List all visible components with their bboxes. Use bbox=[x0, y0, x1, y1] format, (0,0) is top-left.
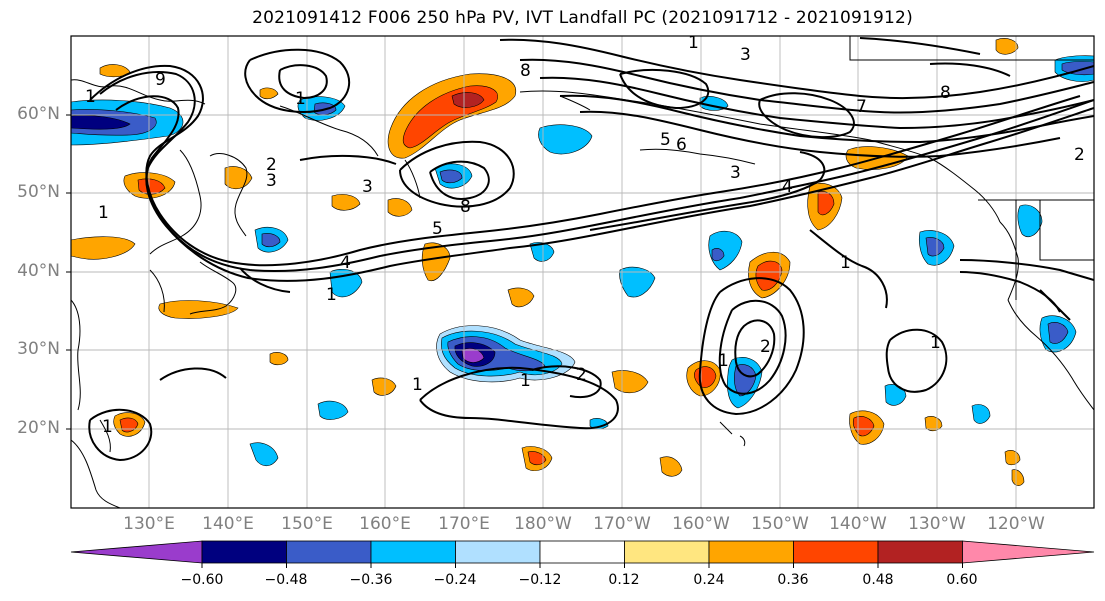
contour-label: 1 bbox=[718, 351, 729, 371]
colorbar-tick-label: 0.60 bbox=[946, 572, 978, 588]
contour-label: 8 bbox=[460, 197, 471, 217]
contour-label: 1 bbox=[326, 285, 337, 305]
colorbar-segment bbox=[624, 540, 710, 564]
contour-label: 1 bbox=[102, 417, 113, 437]
colorbar-segment bbox=[370, 540, 456, 564]
contour-label: 8 bbox=[520, 61, 531, 81]
contour-label: 4 bbox=[782, 177, 793, 197]
lon-label-170e: 170°E bbox=[438, 514, 490, 534]
colorbar-segment bbox=[877, 540, 963, 564]
colorbar-segment bbox=[708, 540, 794, 564]
contour-label: 2 bbox=[760, 337, 771, 357]
colorbar-tick-label: 0.12 bbox=[608, 572, 640, 588]
colorbar-tick-label: −0.24 bbox=[433, 572, 477, 588]
lat-label-30n: 30°N bbox=[17, 339, 60, 359]
contour-label: 3 bbox=[266, 171, 277, 191]
colorbar-segment bbox=[539, 540, 625, 564]
contour-label: 1 bbox=[520, 371, 531, 391]
lat-label-50n: 50°N bbox=[17, 182, 60, 202]
colorbar-segment bbox=[70, 540, 203, 564]
colorbar-segment bbox=[286, 540, 372, 564]
lat-label-20n: 20°N bbox=[17, 418, 60, 438]
lat-label-40n: 40°N bbox=[17, 261, 60, 281]
lon-label-160w: 160°W bbox=[672, 514, 730, 534]
contour-label: 5 bbox=[432, 219, 443, 239]
map-area: 1 9 1 2 3 3 8 5 4 1 8 5 6 3 4 7 8 3 1 1 … bbox=[71, 33, 1094, 508]
contour-label: 2 bbox=[266, 155, 277, 175]
contour-label: 6 bbox=[676, 135, 687, 155]
contour-label: 1 bbox=[930, 333, 941, 353]
colorbar-segment bbox=[962, 540, 1095, 564]
contour-label: 1 bbox=[412, 375, 423, 395]
contour-label: 1 bbox=[688, 33, 699, 53]
contour-label: 1 bbox=[840, 253, 851, 273]
lon-label-150w: 150°W bbox=[751, 514, 809, 534]
colorbar-tick-label: −0.36 bbox=[349, 572, 393, 588]
coastlines bbox=[71, 36, 1094, 508]
contour-label: 5 bbox=[660, 130, 671, 150]
axis-ticks bbox=[66, 114, 71, 430]
lat-label-60n: 60°N bbox=[17, 104, 60, 124]
contour-label: 3 bbox=[730, 163, 741, 183]
contour-label: 8 bbox=[940, 83, 951, 103]
lon-label-130w: 130°W bbox=[908, 514, 966, 534]
contour-label: 1 bbox=[295, 89, 306, 109]
lon-label-140w: 140°W bbox=[829, 514, 887, 534]
colorbar-tick-label: −0.12 bbox=[518, 572, 562, 588]
colorbar-tick-label: −0.60 bbox=[180, 572, 224, 588]
colorbar-segment bbox=[201, 540, 287, 564]
contour-label: 4 bbox=[340, 253, 351, 273]
contour-label: 1 bbox=[85, 87, 96, 107]
lon-label-160e: 160°E bbox=[359, 514, 411, 534]
contour-label: 3 bbox=[740, 45, 751, 65]
lon-label-130e: 130°E bbox=[123, 514, 175, 534]
lon-label-120w: 120°W bbox=[987, 514, 1045, 534]
contour-labels: 1 9 1 2 3 3 8 5 4 1 8 5 6 3 4 7 8 3 1 1 … bbox=[85, 33, 1085, 437]
colorbar-segment bbox=[793, 540, 879, 564]
ivt-contours bbox=[88, 37, 1094, 462]
colorbar bbox=[70, 540, 1095, 568]
contour-label: 1 bbox=[98, 203, 109, 223]
contour-label: 9 bbox=[155, 70, 166, 90]
lon-label-150e: 150°E bbox=[281, 514, 333, 534]
contour-label: 7 bbox=[856, 97, 867, 117]
colorbar-tick-label: 0.24 bbox=[693, 572, 725, 588]
contour-label: 2 bbox=[576, 365, 587, 385]
colorbar-tick-label: 0.48 bbox=[862, 572, 894, 588]
map-title: 2021091412 F006 250 hPa PV, IVT Landfall… bbox=[252, 8, 913, 28]
lon-label-180w: 180°W bbox=[514, 514, 572, 534]
colorbar-segment bbox=[455, 540, 541, 564]
lon-label-140e: 140°E bbox=[202, 514, 254, 534]
contour-label: 3 bbox=[362, 177, 373, 197]
lon-label-170w: 170°W bbox=[593, 514, 651, 534]
colorbar-tick-label: −0.48 bbox=[264, 572, 308, 588]
contour-label: 2 bbox=[1074, 145, 1085, 165]
colorbar-tick-label: 0.36 bbox=[777, 572, 809, 588]
